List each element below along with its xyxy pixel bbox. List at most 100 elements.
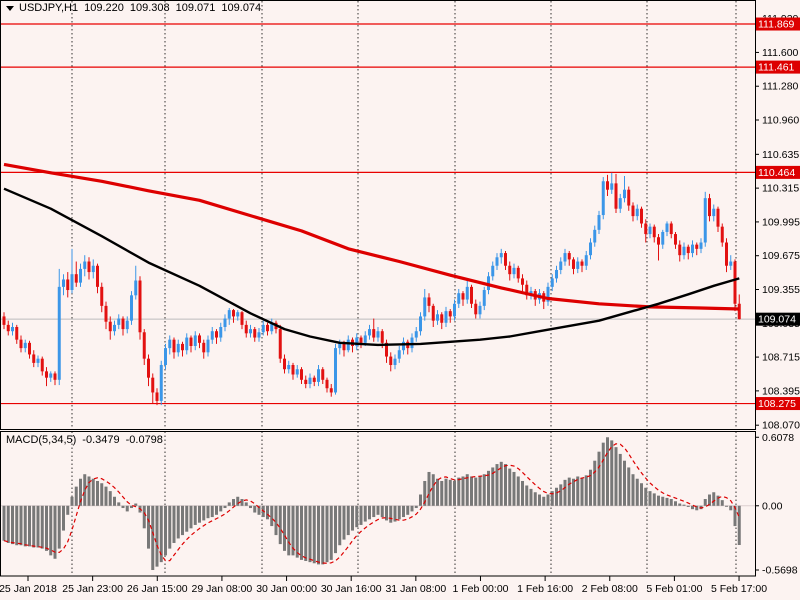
macd-bar — [508, 468, 512, 506]
candle-body — [703, 198, 707, 243]
candle-body — [300, 369, 303, 380]
axis-label: 109.074 — [758, 314, 796, 326]
macd-bar — [461, 476, 465, 506]
macd-bar — [550, 491, 554, 506]
candle-body — [584, 255, 588, 266]
moving-average-red[interactable] — [3, 162, 740, 311]
candle-body — [257, 332, 261, 338]
price-badge-bg — [756, 17, 800, 31]
candle-body — [699, 242, 703, 249]
macd-bar — [427, 471, 431, 506]
axis-label: 111.600 — [762, 47, 799, 59]
axis-label: 5 Feb 17:00 — [711, 583, 767, 595]
main-pane-surface[interactable] — [1, 1, 755, 429]
macd-bar — [121, 505, 125, 509]
macd-bar — [385, 505, 388, 521]
macd-bar — [640, 483, 643, 506]
candle-body — [618, 198, 622, 209]
candle-body — [240, 312, 244, 325]
macd-bar — [159, 505, 163, 563]
macd-bar — [529, 488, 533, 506]
symbol-timeframe-label: USDJPY,H1 — [19, 2, 79, 14]
candle-body — [185, 337, 189, 351]
macd-bar — [674, 501, 677, 506]
axis-label: 110.464 — [758, 167, 795, 179]
grid-lines — [71, 1, 737, 576]
symbol-dropdown-arrow-icon[interactable] — [6, 5, 14, 11]
axis-label: 29 Jan 08:00 — [192, 583, 253, 595]
axis-label: 108.715 — [762, 352, 800, 364]
candle-body — [733, 261, 737, 304]
candle-body — [635, 208, 639, 217]
axis-label: 25 Jan 2018 — [0, 583, 57, 595]
macd-bar — [300, 505, 303, 560]
candle-body — [669, 223, 673, 235]
macd-bar — [295, 505, 299, 558]
candle-body — [193, 335, 197, 346]
candle-body — [227, 310, 231, 319]
macd-bar — [117, 502, 121, 506]
candle-body — [261, 324, 265, 333]
macd-bar — [512, 471, 516, 506]
candle-body — [249, 329, 252, 334]
macd-bar — [657, 495, 660, 506]
axis-label: 108.275 — [758, 398, 796, 410]
candle-body — [512, 267, 516, 275]
macd-bar — [79, 478, 82, 506]
macd-bar — [635, 478, 639, 506]
macd-bar — [74, 486, 78, 506]
macd-bar — [45, 505, 48, 551]
candle-body — [504, 253, 507, 266]
macd-bar — [686, 505, 690, 507]
axis-label: 111.461 — [758, 62, 795, 74]
macd-bar — [312, 505, 316, 564]
axis-label: 25 Jan 23:00 — [62, 583, 123, 595]
price-badge-bg — [756, 165, 800, 179]
macd-bar — [606, 437, 609, 506]
macd-bar — [202, 505, 206, 521]
macd-bar — [648, 491, 652, 506]
candle-body — [423, 297, 427, 317]
candle-body — [53, 373, 57, 380]
candle-body — [189, 337, 193, 346]
candle-body — [368, 329, 371, 336]
macd-bar — [223, 505, 227, 509]
candle-body — [397, 350, 401, 359]
macd-bar — [100, 483, 104, 506]
candle-body — [610, 183, 614, 190]
macd-bar — [142, 505, 146, 529]
candle-body — [640, 208, 643, 224]
macd-bar — [504, 464, 507, 506]
price-badge: 111.869 — [756, 17, 800, 31]
candle-body — [572, 259, 575, 269]
axis-label: 1 Feb 00:00 — [452, 583, 508, 595]
macd-bar — [28, 505, 31, 547]
candle-body — [461, 293, 465, 300]
macd-bar — [164, 505, 167, 556]
candle-body — [716, 208, 720, 227]
horizontal-level-lines — [1, 23, 755, 405]
macd-bar — [96, 480, 99, 506]
candle-body — [15, 326, 19, 340]
macd-bar — [410, 505, 414, 512]
macd-bar — [440, 480, 444, 506]
candle-body — [665, 223, 669, 232]
candle-body — [206, 339, 210, 353]
macd-bar — [397, 505, 401, 520]
candle-body — [576, 261, 580, 269]
axis-label: 26 Jan 15:00 — [127, 583, 188, 595]
macd-bar — [623, 460, 626, 506]
macd-indicator-title: MACD(5,34,5) -0.3479 -0.0798 — [6, 434, 163, 446]
axis-label: 110.635 — [762, 149, 799, 161]
macd-bar — [151, 505, 155, 571]
macd-bar — [15, 505, 19, 546]
ohlc-low: 109.071 — [175, 2, 216, 14]
macd-bar — [363, 505, 367, 522]
candle-body — [295, 369, 299, 375]
candle-body — [49, 373, 53, 378]
moving-average-black[interactable] — [3, 187, 740, 347]
macd-bar — [189, 505, 193, 529]
candle-body — [555, 269, 558, 279]
candle-body — [155, 392, 159, 401]
